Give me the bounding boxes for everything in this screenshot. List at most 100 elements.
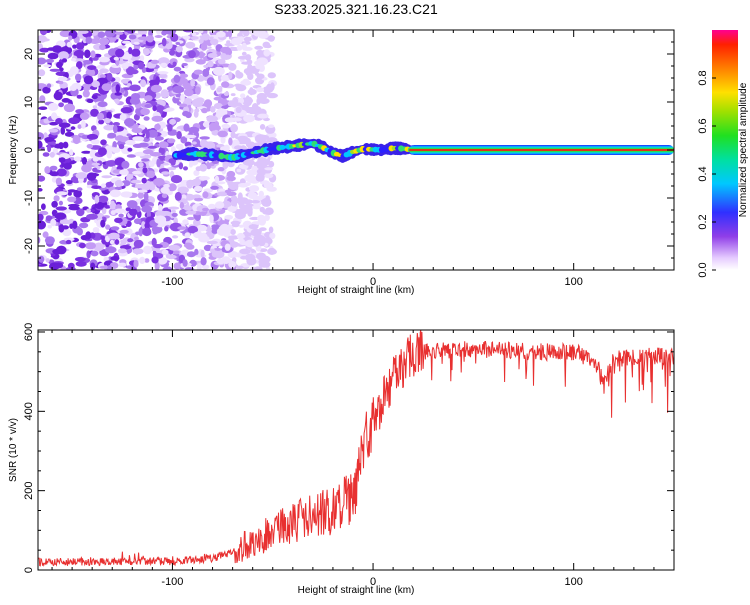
noise-blob (258, 98, 270, 104)
noise-blob (203, 64, 209, 68)
noise-blob (154, 136, 164, 141)
noise-blob (206, 162, 212, 170)
noise-blob (99, 44, 106, 51)
noise-blob (100, 219, 106, 228)
noise-blob (244, 174, 256, 183)
noise-blob (228, 71, 233, 80)
noise-blob (98, 56, 110, 63)
noise-blob (161, 30, 168, 36)
noise-blob (160, 210, 172, 218)
noise-blob (113, 56, 119, 61)
noise-blob (206, 240, 218, 245)
noise-blob (90, 139, 100, 145)
noise-blob (67, 191, 72, 196)
noise-blob (49, 171, 59, 177)
noise-blob (258, 255, 271, 264)
noise-blob (118, 213, 124, 218)
noise-blob (129, 97, 141, 105)
noise-blob (178, 162, 184, 170)
noise-blob (220, 223, 230, 231)
snr-line-area (38, 330, 674, 567)
noise-blob (264, 173, 274, 179)
spectrogram-y-label: Frequency (Hz) (8, 116, 19, 185)
noise-blob (144, 258, 150, 263)
noise-blob (216, 31, 226, 38)
snr-y-tick-label: 600 (23, 323, 35, 341)
noise-blob (255, 173, 265, 182)
noise-blob (211, 160, 219, 165)
noise-blob (138, 142, 149, 148)
noise-blob (257, 236, 266, 241)
noise-blob (117, 248, 127, 254)
noise-blob (97, 112, 105, 121)
noise-blob (134, 236, 139, 241)
noise-blob (236, 168, 242, 173)
noise-blob (221, 200, 232, 209)
noise-blob (153, 244, 163, 249)
noise-blob (49, 68, 61, 72)
noise-blob (79, 112, 90, 120)
noise-blob (91, 80, 101, 88)
noise-blob (233, 97, 239, 105)
noise-blob (83, 86, 90, 92)
noise-blob (183, 166, 188, 171)
noise-blob (169, 118, 177, 125)
noise-blob (247, 88, 257, 95)
chart-title: S233.2025.321.16.23.C21 (274, 1, 438, 17)
noise-blob (178, 77, 188, 85)
snr-y-tick-label: 400 (23, 402, 35, 420)
noise-blob (54, 212, 67, 220)
noise-blob (64, 131, 75, 137)
noise-blob (208, 203, 216, 209)
spectrogram-y-tick-label: -20 (23, 238, 35, 254)
noise-blob (264, 44, 272, 49)
noise-blob (149, 152, 162, 157)
noise-blob (110, 226, 120, 231)
noise-blob (230, 131, 236, 139)
noise-blob (61, 58, 68, 63)
noise-blob (238, 164, 246, 169)
spectrogram-y-tick-label: 20 (23, 48, 35, 60)
noise-blob (137, 191, 144, 199)
noise-blob (42, 231, 49, 238)
noise-blob (40, 146, 45, 151)
noise-blob (217, 58, 226, 65)
noise-blob (162, 108, 173, 112)
noise-blob (45, 258, 50, 263)
noise-blob (38, 220, 46, 230)
noise-blob (67, 196, 77, 203)
noise-blob (138, 61, 145, 70)
noise-blob (263, 49, 271, 57)
noise-blob (236, 44, 243, 51)
noise-blob (84, 49, 91, 59)
noise-blob (206, 115, 218, 123)
noise-blob (38, 175, 46, 182)
colorbar-label: Normalized spectral amplitude (738, 82, 749, 217)
noise-blob (38, 188, 43, 192)
noise-blob (187, 126, 200, 133)
noise-blob (142, 227, 152, 237)
noise-blob (118, 143, 125, 150)
noise-blob (235, 106, 242, 114)
noise-blob (193, 69, 203, 75)
noise-blob (141, 177, 147, 184)
spectrogram-y-tick-label: 10 (23, 96, 35, 108)
noise-blob (216, 87, 223, 93)
noise-blob (86, 98, 94, 104)
noise-blob (42, 152, 50, 157)
noise-blob (154, 35, 163, 38)
noise-blob (171, 209, 176, 213)
noise-blob (251, 200, 260, 204)
noise-blob (81, 150, 92, 154)
noise-blob (85, 36, 93, 44)
noise-blob (172, 235, 179, 239)
noise-blob (256, 57, 269, 66)
noise-blob (245, 71, 252, 76)
noise-blob (167, 130, 178, 136)
snr-x-tick-label: 100 (565, 576, 583, 588)
noise-blob (100, 139, 107, 146)
noise-blob (193, 170, 200, 176)
noise-blob (169, 49, 176, 56)
noise-blob (76, 61, 83, 70)
